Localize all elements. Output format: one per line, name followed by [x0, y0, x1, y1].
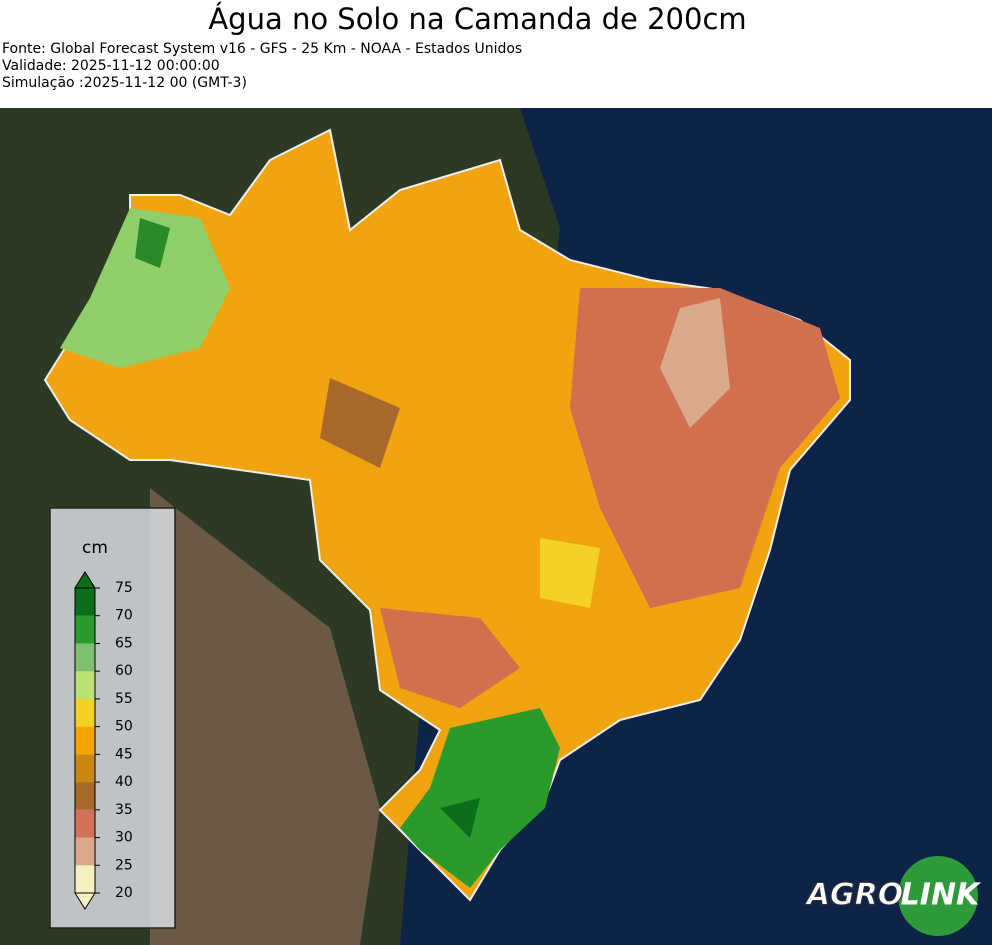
region-center	[320, 378, 400, 468]
logo-circle	[898, 856, 978, 936]
colorbar-tick-label: 50	[115, 719, 133, 735]
colorbar-tick-label: 25	[115, 857, 133, 873]
simulation-line: Simulação :2025-11-12 00 (GMT-3)	[2, 75, 247, 91]
region-south-central	[380, 608, 520, 708]
colorbar-tick-label: 65	[115, 635, 133, 651]
land-arid	[150, 488, 380, 945]
colorbar-box	[49, 507, 176, 929]
source-line: Fonte: Global Forecast System v16 - GFS …	[2, 41, 523, 57]
region-northwest	[60, 208, 230, 368]
colorbar-outline	[74, 587, 96, 894]
title: Água no Solo na Camanda de 200cm	[208, 2, 747, 36]
colorbar-bin	[75, 643, 95, 672]
colorbar-tick-label: 20	[115, 885, 133, 901]
colorbar: 20 25 30 35 40 45 50 55 60 65 70 75	[74, 571, 133, 910]
colorbar-tick-label: 45	[115, 746, 133, 762]
colorbar-bin	[75, 726, 95, 755]
colorbar-bin	[75, 782, 95, 810]
map: cm 20 25 30 35 40 45 50 55 60 65 70 75 AGRO LINK	[0, 108, 992, 945]
colorbar-tick-label: 70	[115, 608, 133, 624]
region-northeast	[570, 288, 840, 608]
colorbar-tick-label: 40	[115, 774, 133, 790]
colorbar-tick-label: 60	[115, 663, 133, 679]
colorbar-unit: cm	[82, 538, 108, 558]
colorbar-bin	[75, 698, 95, 727]
region-moist	[540, 538, 600, 608]
colorbar-bin	[75, 615, 95, 644]
colorbar-tick-label: 55	[115, 691, 133, 707]
logo-text: LINK	[901, 878, 982, 913]
colorbar-bin	[75, 754, 95, 783]
colorbar-bin	[75, 865, 95, 893]
colorbar-bin	[75, 671, 95, 699]
region-dry	[660, 298, 730, 428]
colorbar-tick-label: 30	[115, 830, 133, 846]
validity-line: Validade: 2025-11-12 00:00:00	[2, 58, 220, 74]
colorbar-bin	[75, 588, 95, 616]
region-very-wet	[440, 798, 480, 838]
colorbar-tick-label: 35	[115, 802, 133, 818]
region-wet	[135, 218, 170, 268]
header: Água no Solo na Camanda de 200cm Fonte: …	[0, 0, 992, 108]
logo-text: AGRO	[805, 878, 903, 913]
colorbar-tick-label: 75	[115, 580, 133, 596]
colorbar-bin	[75, 809, 95, 838]
colorbar-bin	[75, 837, 95, 866]
